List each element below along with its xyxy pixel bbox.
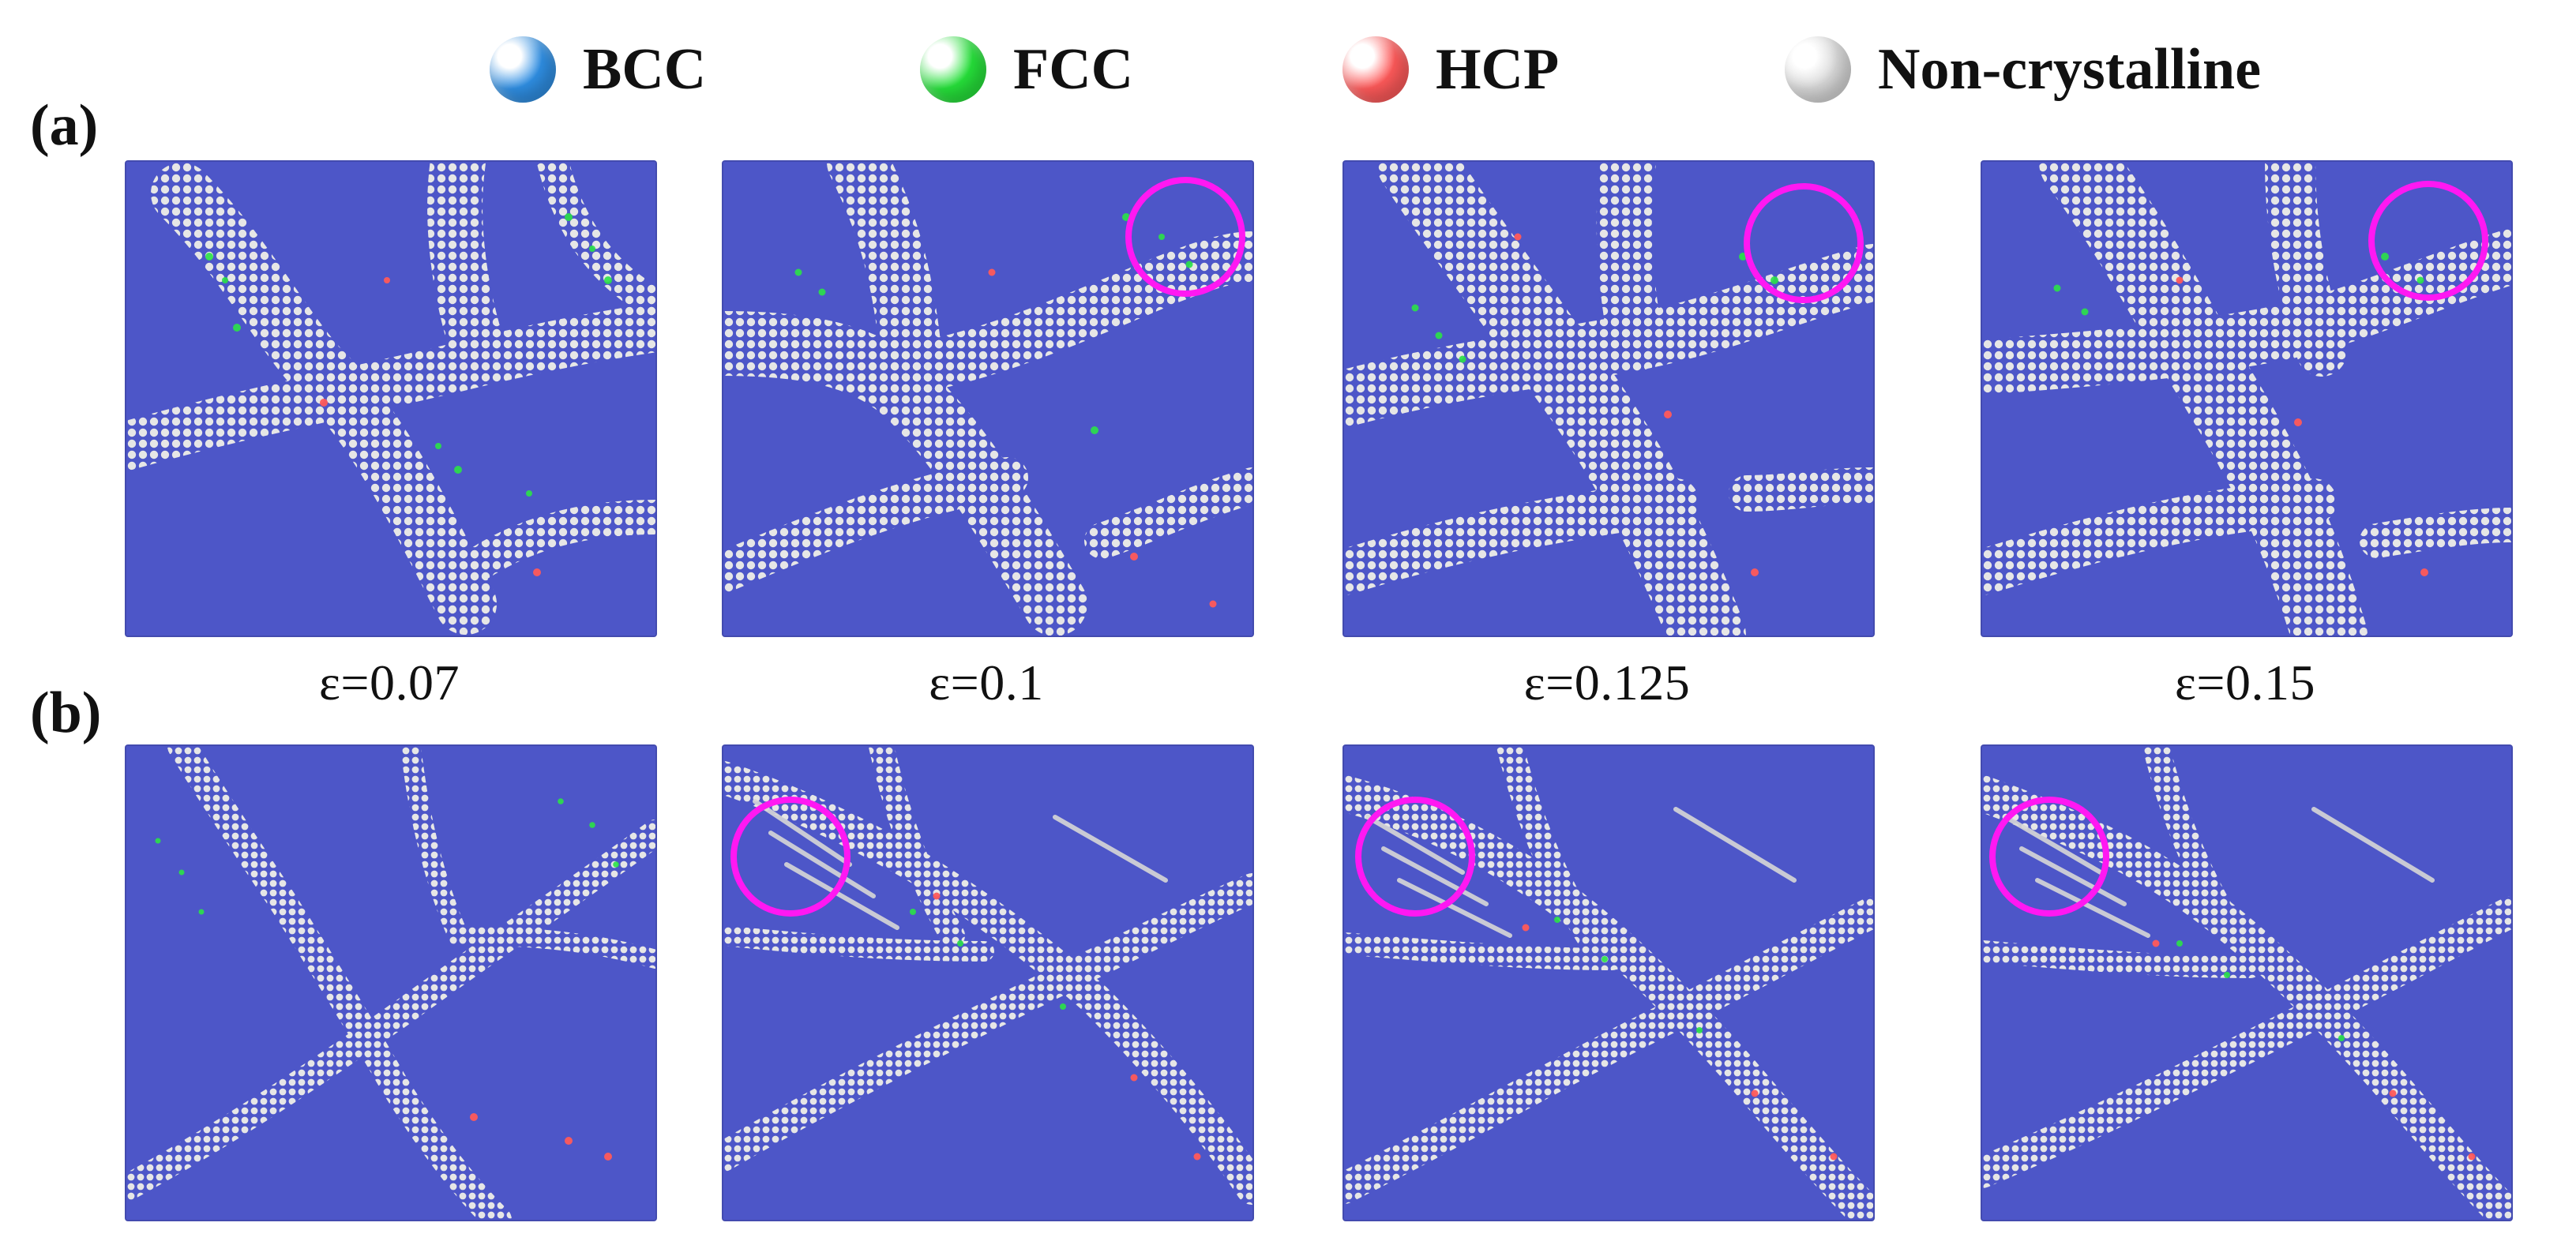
legend-item-hcp: HCP xyxy=(1342,22,1559,117)
legend-item-fcc: FCC xyxy=(920,22,1133,117)
scatter-green xyxy=(205,213,612,497)
row-label-b: (b) xyxy=(30,681,102,745)
highlight-circle xyxy=(1125,177,1245,297)
legend-item-bcc: BCC xyxy=(490,22,706,117)
legend-label-hcp: HCP xyxy=(1436,37,1560,102)
strain-label-3: ε=0.125 xyxy=(1523,654,1691,711)
legend-item-non-crystalline: Non-crystalline xyxy=(1785,22,2261,117)
strain-label-1: ε=0.07 xyxy=(319,654,460,711)
legend-label-fcc: FCC xyxy=(1013,37,1134,102)
bcc-ball-icon xyxy=(490,36,556,103)
strain-label-2: ε=0.1 xyxy=(929,654,1044,711)
panel-a-2 xyxy=(722,160,1254,637)
legend: BCC FCC HCP Non-crystalline xyxy=(490,22,2385,117)
panel-b-4 xyxy=(1981,744,2513,1221)
panel-b-2 xyxy=(722,744,1254,1221)
panel-b-3 xyxy=(1342,744,1875,1221)
fcc-ball-icon xyxy=(920,36,986,103)
legend-label-bcc: BCC xyxy=(583,37,707,102)
panel-a-1 xyxy=(125,160,657,637)
non-crystalline-ball-icon xyxy=(1785,36,1851,103)
strain-label-4: ε=0.15 xyxy=(2175,654,2315,711)
panel-a-4 xyxy=(1981,160,2513,637)
panel-a-3 xyxy=(1342,160,1875,637)
hcp-ball-icon xyxy=(1342,36,1409,103)
scatter-red xyxy=(320,277,541,576)
panel-b-1 xyxy=(125,744,657,1221)
row-label-a: (a) xyxy=(30,93,99,158)
legend-label-non-crystalline: Non-crystalline xyxy=(1878,37,2262,102)
